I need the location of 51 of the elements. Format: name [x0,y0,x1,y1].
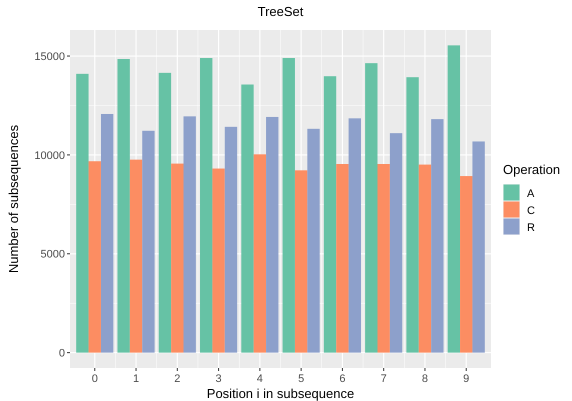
x-tick-label: 5 [298,373,304,385]
bar [184,116,196,353]
legend-label: C [527,205,535,217]
bar [336,164,349,353]
bar [76,74,89,353]
y-tick-label: 5000 [40,248,65,261]
bar [377,164,390,353]
legend-label: R [527,222,535,234]
legend-title: Operation [503,162,560,177]
y-tick-label: 10000 [34,150,65,162]
x-axis-title: Position i in subsequence [206,386,354,401]
bar [282,58,295,353]
bar [88,161,101,353]
bar [142,130,155,353]
bar [307,128,320,353]
bar [130,160,142,353]
bar [294,170,308,353]
bar [100,114,114,353]
x-tick-label: 6 [339,373,346,385]
y-tick-label: 15000 [34,50,65,63]
bar [348,118,361,353]
bar [224,126,238,353]
x-tick-label: 4 [256,373,263,385]
x-tick-label: 1 [132,373,140,385]
bar [212,168,225,353]
x-tick-label: 8 [422,373,428,385]
bar [431,119,444,353]
x-tick-label: 0 [92,373,98,385]
bar [448,45,460,353]
bar [324,76,336,353]
bar [472,141,485,353]
legend-label: A [527,188,535,200]
bar [117,59,130,353]
x-tick-label: 2 [174,373,180,385]
bar [418,164,432,353]
x-tick-label: 7 [380,373,387,385]
bar [171,164,184,353]
x-tick-label: 9 [463,373,470,385]
bar [365,63,378,353]
bar [200,58,212,353]
bar [254,154,266,353]
bar [406,77,419,353]
bar [158,72,172,353]
bar [390,133,402,353]
y-tick-label: 0 [58,347,65,360]
chart-title: TreeSet [258,4,304,19]
bar [460,176,472,353]
x-tick-label: 3 [216,373,222,385]
bar [241,84,254,353]
y-axis-title: Number of subsequences [6,124,21,274]
bar [266,116,278,353]
